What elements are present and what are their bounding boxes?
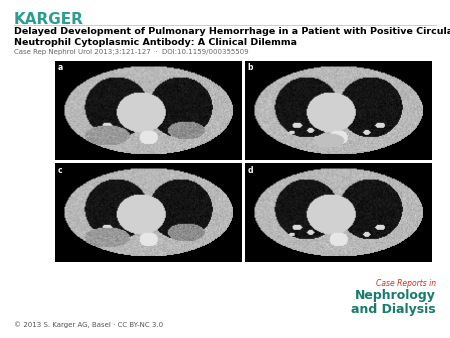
- Text: Case Reports in: Case Reports in: [376, 279, 436, 288]
- Text: c: c: [58, 166, 63, 175]
- Text: Delayed Development of Pulmonary Hemorrhage in a Patient with Positive Circulati: Delayed Development of Pulmonary Hemorrh…: [14, 27, 450, 36]
- Text: Nephrology: Nephrology: [355, 289, 436, 302]
- Text: © 2013 S. Karger AG, Basel · CC BY-NC 3.0: © 2013 S. Karger AG, Basel · CC BY-NC 3.…: [14, 321, 163, 328]
- Text: d: d: [248, 166, 253, 175]
- Text: and Dialysis: and Dialysis: [351, 303, 436, 316]
- Text: Case Rep Nephrol Urol 2013;3:121-127  ·  DOI:10.1159/000355509: Case Rep Nephrol Urol 2013;3:121-127 · D…: [14, 49, 248, 55]
- Text: Neutrophil Cytoplasmic Antibody: A Clinical Dilemma: Neutrophil Cytoplasmic Antibody: A Clini…: [14, 38, 297, 47]
- Text: a: a: [58, 64, 63, 72]
- Text: KARGER: KARGER: [14, 12, 84, 27]
- Text: b: b: [248, 64, 253, 72]
